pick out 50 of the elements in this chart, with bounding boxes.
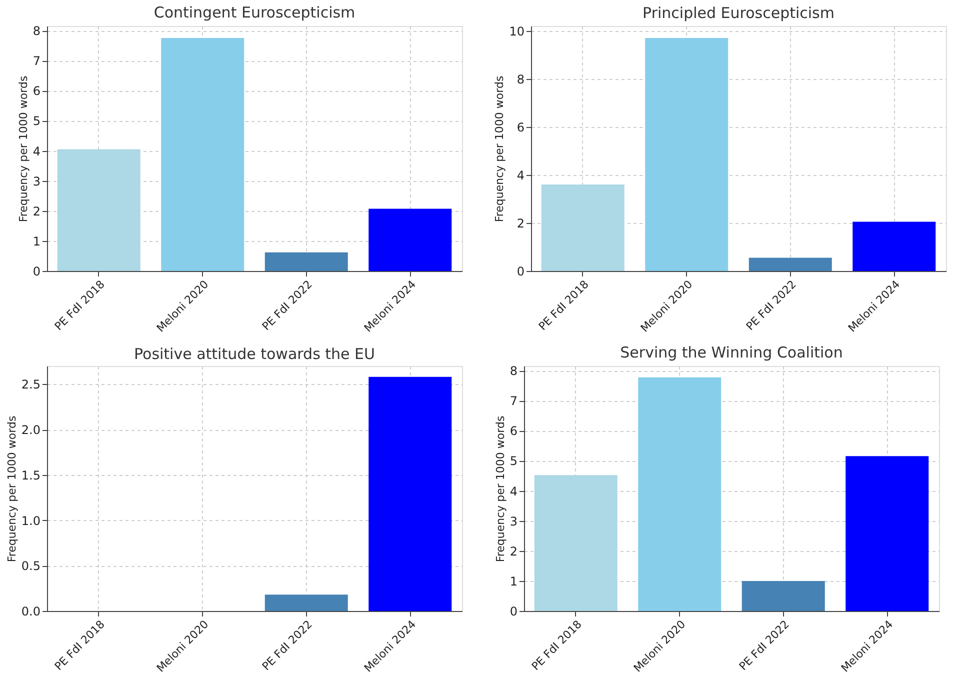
y-tick-label: 4: [510, 484, 518, 498]
bar: [852, 222, 936, 271]
bar: [846, 456, 929, 611]
y-tick-label: 2.5: [21, 378, 40, 392]
bar: [742, 580, 825, 611]
y-tick-label: 1.5: [21, 468, 40, 482]
y-tick-label: 3: [510, 514, 518, 528]
bar: [541, 184, 624, 271]
y-tick-label: 0: [510, 604, 518, 618]
y-tick-label: 8: [32, 24, 40, 38]
y-tick-label: 2: [516, 216, 524, 230]
y-tick-label: 8: [510, 364, 518, 378]
y-tick-label: 6: [32, 84, 40, 98]
bar: [638, 377, 722, 611]
chart-title: Positive attitude towards the EU: [134, 345, 375, 363]
y-tick-label: 0.5: [21, 559, 40, 574]
y-tick-label: 10: [509, 24, 524, 38]
bar: [57, 149, 140, 271]
y-tick-label: 6: [516, 120, 524, 134]
y-tick-label: 4: [32, 144, 40, 158]
chart-title: Contingent Euroscepticism: [154, 4, 356, 22]
y-axis-title: Frequency per 1000 words: [5, 416, 18, 562]
y-tick-label: 8: [516, 72, 524, 86]
y-tick-label: 5: [510, 454, 518, 468]
bar: [748, 258, 832, 271]
y-tick-label: 0: [516, 264, 524, 278]
y-tick-label: 5: [32, 114, 40, 128]
bar: [161, 38, 244, 271]
y-axis-title: Frequency per 1000 words: [493, 76, 506, 222]
y-tick-label: 0.0: [21, 604, 40, 618]
y-tick-label: 1.0: [21, 514, 40, 528]
bar: [368, 208, 452, 271]
bar: [264, 252, 348, 271]
y-tick-label: 6: [510, 424, 518, 438]
bar: [645, 38, 728, 271]
y-tick-label: 2: [32, 204, 40, 218]
y-tick-label: 1: [510, 574, 518, 588]
y-tick-label: 3: [32, 174, 40, 188]
y-tick-label: 0: [32, 264, 40, 278]
chart-title: Principled Euroscepticism: [642, 4, 834, 22]
y-tick-label: 4: [516, 168, 524, 182]
y-axis-title: Frequency per 1000 words: [16, 76, 30, 222]
y-tick-label: 1: [32, 234, 40, 248]
y-axis-title: Frequency per 1000 words: [494, 416, 507, 562]
y-tick-label: 7: [510, 394, 518, 408]
y-tick-label: 2.0: [21, 423, 40, 438]
y-tick-label: 7: [32, 54, 40, 68]
y-tick-label: 2: [510, 544, 518, 558]
chart-title: Serving the Winning Coalition: [620, 344, 843, 362]
bar: [534, 475, 618, 611]
